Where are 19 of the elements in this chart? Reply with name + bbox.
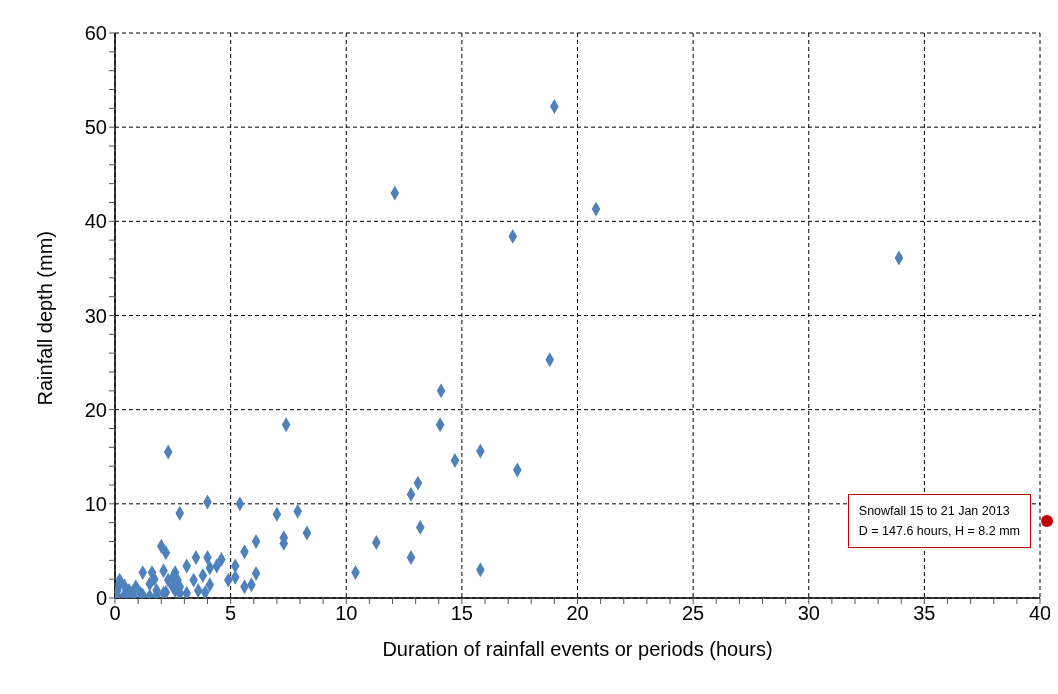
y-tick-label: 0 [95,587,107,610]
y-tick-label: 10 [84,492,107,515]
y-tick-label: 50 [84,116,107,139]
y-tick-label: 60 [84,22,107,45]
y-axis-title: Rainfall depth (mm) [34,230,57,406]
annotation: Snowfall 15 to 21 Jan 2013 D = 147.6 hours, H = 8.2 mm [847,494,1031,548]
y-tick-label: 30 [84,304,107,327]
x-tick-label: 0 [109,602,121,625]
x-tick-label: 30 [797,602,820,625]
x-tick-label: 15 [450,602,473,625]
x-tick-label: 25 [682,602,705,625]
x-tick-label: 10 [335,602,358,625]
x-tick-label: 40 [1028,602,1052,625]
x-tick-label: 20 [566,602,589,625]
x-axis-title: Duration of rainfall events or periods (hours) [382,638,773,660]
y-tick-label: 20 [84,398,107,421]
y-tick-label: 40 [84,210,107,233]
x-tick-label: 35 [913,602,936,625]
x-tick-label: 5 [225,602,237,625]
